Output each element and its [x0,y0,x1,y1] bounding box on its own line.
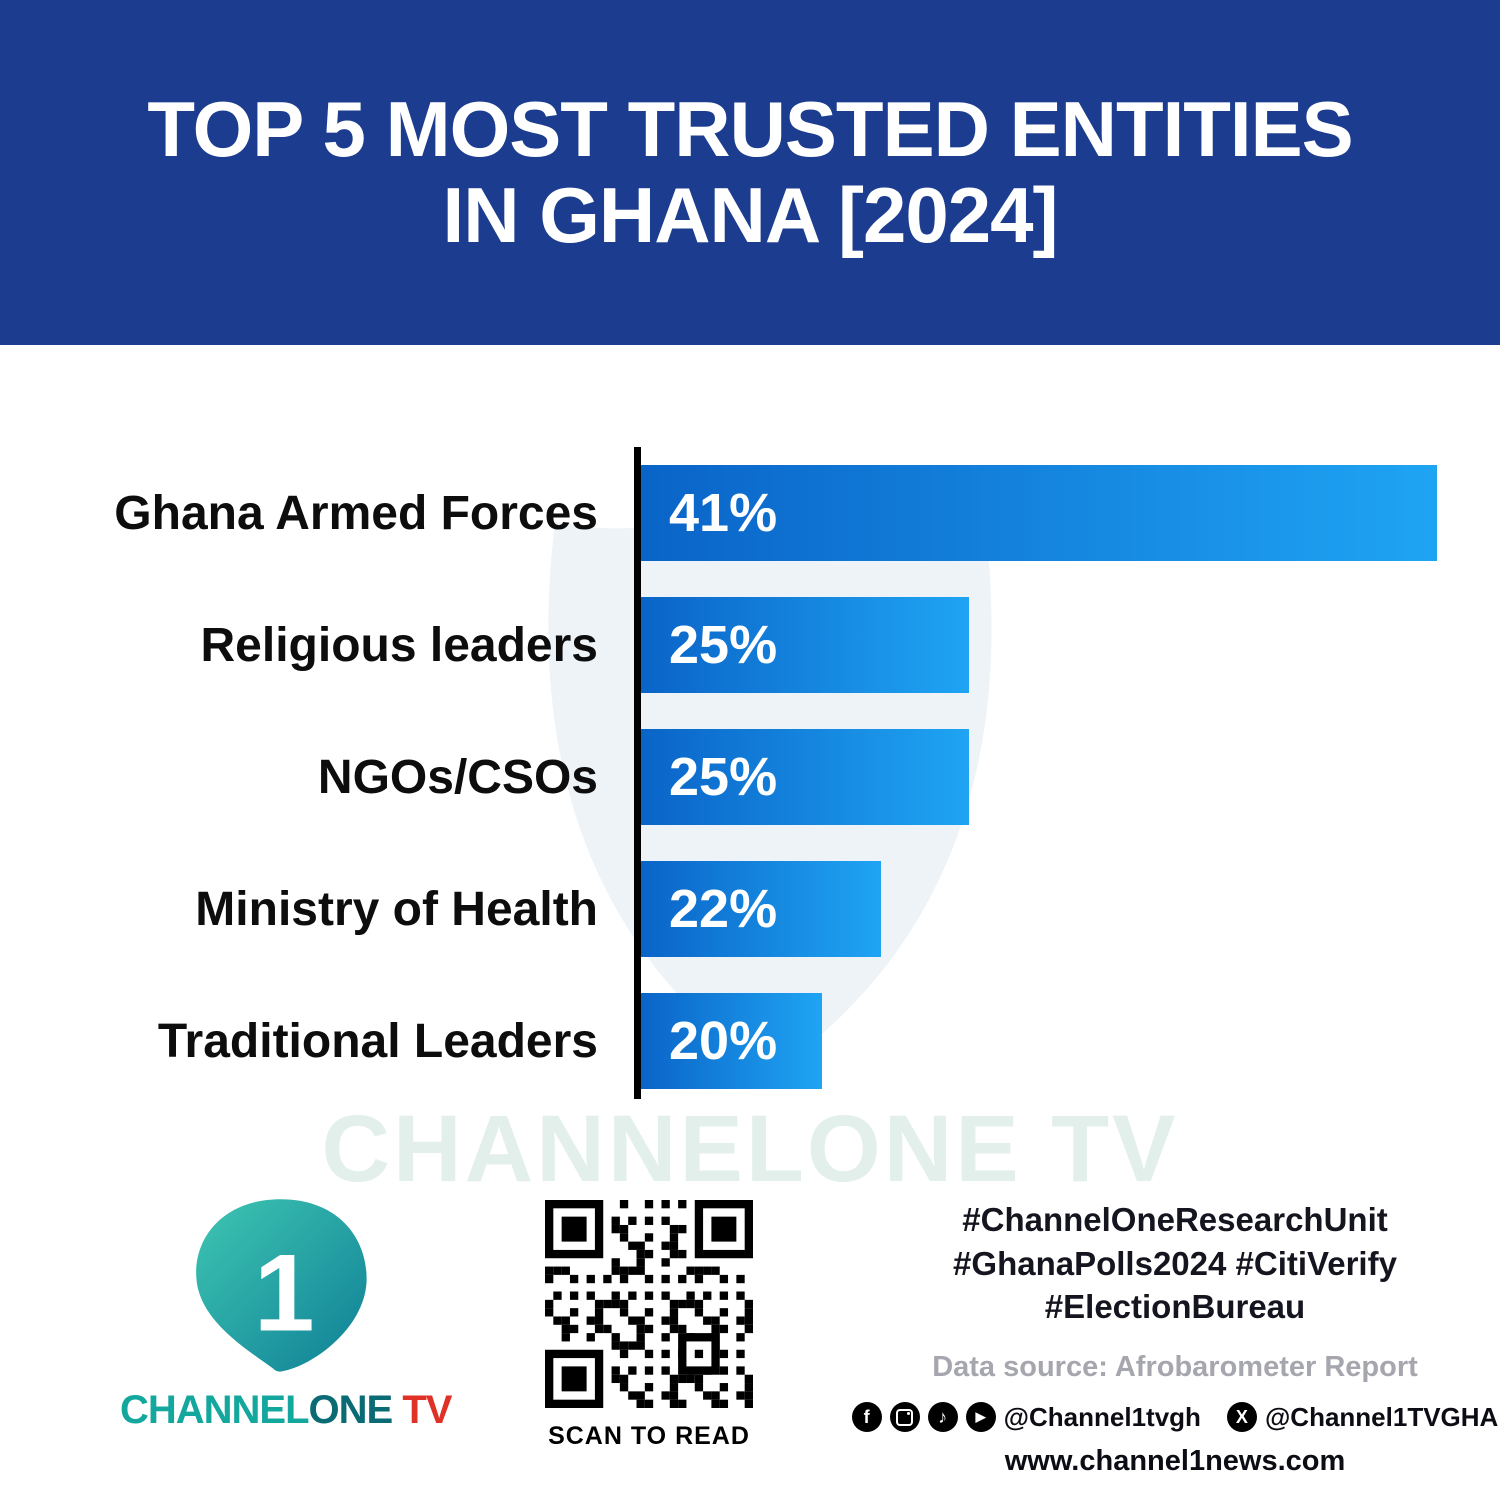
bar: 20% [641,993,822,1089]
website-text: www.channel1news.com [1004,1444,1346,1477]
handle-x: @Channel1TVGHA [1264,1401,1499,1432]
qr-caption: SCAN TO READ [548,1422,750,1450]
handle-main: @Channel1tvgh [1003,1401,1201,1432]
brand-tv-text: TV [392,1388,452,1432]
header-banner: TOP 5 MOST TRUSTED ENTITIES IN GHANA [20… [0,0,1500,345]
bar: 25% [641,729,969,825]
bar-value-label: 25% [669,747,778,807]
brand-channel-text: CHANNEL [120,1388,310,1432]
chart-row: Ministry of Health 22% [0,861,1500,957]
title-line-1: TOP 5 MOST TRUSTED ENTITIES [147,84,1353,173]
title-line-2: IN GHANA [2024] [442,170,1059,259]
chart-axis-line [634,447,641,1099]
bar-category-label: Ministry of Health [195,882,598,936]
channel-one-pick-icon: 1 [195,1199,367,1372]
channel-one-logo: 1 CHANNELONE TV [120,1190,452,1433]
facebook-icon: f [851,1402,882,1433]
bar-area: 22% [634,861,1437,957]
bar-value-label: 25% [669,615,778,675]
hashtags: #ChannelOneResearchUnit #GhanaPolls2024 … [895,1198,1455,1329]
qr-code [545,1200,753,1408]
brand-wordmark: CHANNELONE TV [120,1388,452,1433]
brand-watermark-text: CHANNELONE TV [321,1096,1179,1202]
logo-numeral: 1 [253,1233,314,1355]
bar-value-label: 20% [669,1011,778,1071]
hashtags-line-1: #ChannelOneResearchUnit [962,1201,1388,1238]
chart-row: Religious leaders 25% [0,597,1500,693]
bar-chart: Ghana Armed Forces 41% Religious leaders… [0,447,1500,1099]
youtube-icon: ▶ [965,1402,996,1433]
footer-info-block: #ChannelOneResearchUnit #GhanaPolls2024 … [851,1198,1498,1478]
bar-area: 20% [634,993,1437,1089]
bar-area: 25% [634,597,1437,693]
qr-block: SCAN TO READ [545,1200,753,1451]
brand-one-text: ONE [308,1388,394,1432]
bar-value-label: 41% [669,483,778,543]
bar-category-label: Religious leaders [200,618,598,672]
bar-category-label: NGOs/CSOs [317,750,598,804]
chart-rows: Ghana Armed Forces 41% Religious leaders… [0,465,1500,1089]
chart-row: Ghana Armed Forces 41% [0,465,1500,561]
bar: 25% [641,597,969,693]
social-row: f ♪ ▶ @Channel1tvgh X @Channel1TVGHA [851,1401,1498,1433]
bar: 22% [641,861,882,957]
bar-area: 41% [634,465,1437,561]
chart-row: NGOs/CSOs 25% [0,729,1500,825]
tiktok-icon: ♪ [927,1402,958,1433]
bar-category-label: Ghana Armed Forces [114,486,598,540]
hashtags-line-2: #GhanaPolls2024 #CitiVerify [953,1244,1397,1282]
chart-row: Traditional Leaders 20% [0,993,1500,1089]
bar-value-label: 22% [669,879,778,939]
x-icon: X [1226,1402,1257,1433]
hashtags-line-3: #ElectionBureau [1044,1288,1306,1326]
data-source-text: Data source: Afrobarometer Report [932,1350,1418,1383]
instagram-icon [889,1402,920,1433]
bar: 41% [641,465,1437,561]
page-title: TOP 5 MOST TRUSTED ENTITIES IN GHANA [20… [147,84,1353,259]
bar-area: 25% [634,729,1437,825]
bar-category-label: Traditional Leaders [157,1014,598,1068]
